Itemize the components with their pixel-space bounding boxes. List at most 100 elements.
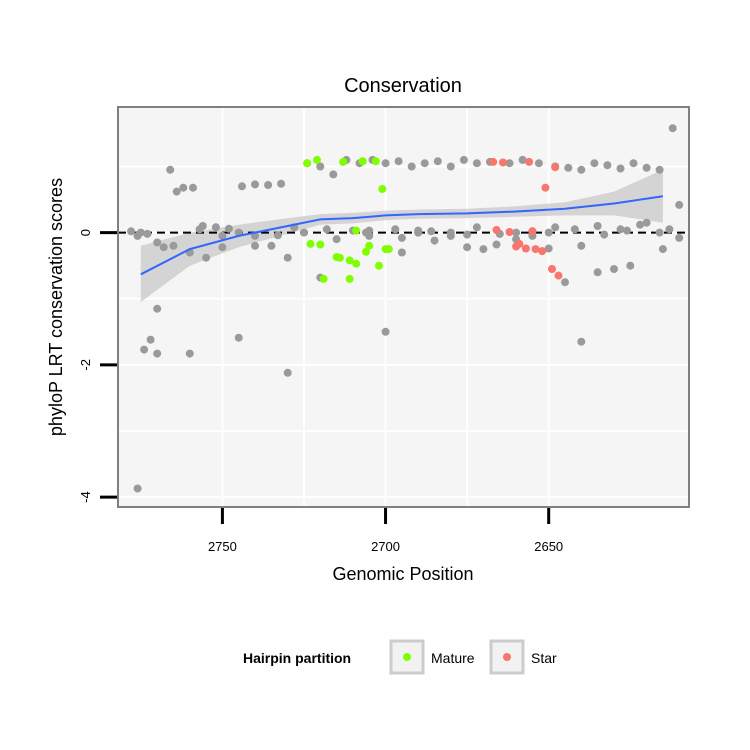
- legend-key-mature-box: [389, 639, 425, 675]
- point-star: [531, 245, 540, 254]
- point-other: [479, 245, 488, 254]
- legend: Hairpin partition Mature Star: [243, 639, 557, 675]
- point-other: [472, 223, 481, 232]
- point-other: [675, 200, 684, 209]
- point-other: [600, 230, 609, 239]
- point-other: [300, 228, 308, 237]
- smooth-line: [140, 195, 664, 276]
- point-mature: [313, 155, 321, 164]
- point-other: [195, 225, 204, 234]
- point-other: [146, 335, 155, 344]
- confidence-band: [140, 169, 663, 302]
- point-mature: [384, 245, 393, 254]
- point-mature: [316, 240, 325, 249]
- point-other: [143, 229, 152, 238]
- point-other: [283, 368, 292, 377]
- point-other: [610, 265, 618, 273]
- confidence-ribbon: [140, 169, 663, 302]
- point-other: [655, 228, 664, 237]
- point-other: [133, 484, 142, 493]
- point-mature: [306, 239, 315, 248]
- point-other: [394, 157, 403, 166]
- y-tick-label: -2: [78, 359, 93, 371]
- point-other: [316, 162, 325, 171]
- plot-border: [117, 106, 690, 508]
- point-other: [603, 161, 612, 170]
- point-other: [446, 231, 455, 240]
- point-other: [211, 223, 220, 232]
- point-other: [264, 181, 273, 189]
- point-other: [655, 165, 664, 174]
- point-other: [185, 349, 194, 358]
- point-other: [427, 227, 436, 236]
- point-other: [283, 253, 292, 262]
- point-other: [153, 349, 162, 358]
- point-mature: [375, 261, 383, 270]
- point-other: [446, 162, 455, 171]
- point-other: [570, 225, 579, 234]
- point-other: [492, 240, 501, 249]
- point-other: [561, 278, 569, 287]
- point-star: [492, 226, 501, 234]
- point-other: [159, 243, 168, 252]
- point-other: [365, 226, 374, 235]
- legend-key-mature: [403, 653, 411, 661]
- point-other: [593, 268, 602, 277]
- point-other: [544, 228, 553, 237]
- y-tick-label: 0: [78, 229, 93, 236]
- point-other: [189, 183, 197, 192]
- point-other: [642, 218, 651, 227]
- point-other: [251, 241, 259, 250]
- point-mature: [335, 253, 344, 262]
- x-tick-label: 2650: [534, 539, 563, 554]
- legend-label-mature: Mature: [431, 650, 475, 666]
- point-other: [397, 248, 406, 257]
- point-other: [518, 155, 527, 164]
- point-other: [166, 165, 175, 174]
- point-other: [577, 241, 586, 250]
- point-star: [505, 228, 514, 236]
- point-mature: [365, 241, 374, 250]
- point-other: [179, 183, 188, 192]
- point-other: [381, 327, 390, 336]
- point-other: [391, 225, 400, 234]
- point-star: [525, 157, 534, 166]
- point-other: [234, 333, 243, 342]
- point-other: [172, 187, 181, 196]
- point-mature: [352, 226, 361, 235]
- point-other: [626, 261, 635, 270]
- point-other: [463, 243, 472, 252]
- point-other: [512, 228, 521, 237]
- point-other: [140, 345, 149, 354]
- point-other: [551, 223, 560, 232]
- point-other: [668, 124, 677, 133]
- point-other: [577, 337, 586, 346]
- point-other: [577, 165, 586, 174]
- point-mature: [345, 256, 354, 265]
- point-other: [420, 159, 429, 168]
- y-axis: -4 -2 0: [78, 229, 117, 503]
- point-star: [528, 227, 537, 236]
- y-axis-title: phyloP LRT conservation scores: [46, 178, 66, 436]
- point-other: [675, 233, 684, 242]
- point-other: [414, 228, 423, 237]
- point-star: [499, 158, 507, 167]
- point-star: [551, 163, 560, 172]
- y-tick-label: -4: [78, 491, 93, 503]
- point-other: [665, 225, 674, 234]
- point-other: [544, 244, 553, 253]
- point-other: [623, 226, 631, 235]
- point-other: [169, 241, 178, 250]
- point-other: [407, 162, 416, 171]
- point-other: [127, 227, 136, 236]
- point-other: [463, 230, 472, 239]
- point-mature: [352, 259, 361, 268]
- point-other: [267, 241, 276, 250]
- chart-title: Conservation: [344, 75, 462, 97]
- point-other: [273, 231, 282, 240]
- plot-background: [118, 107, 689, 507]
- point-mature: [319, 274, 328, 283]
- point-star: [548, 265, 556, 273]
- point-other: [153, 238, 162, 247]
